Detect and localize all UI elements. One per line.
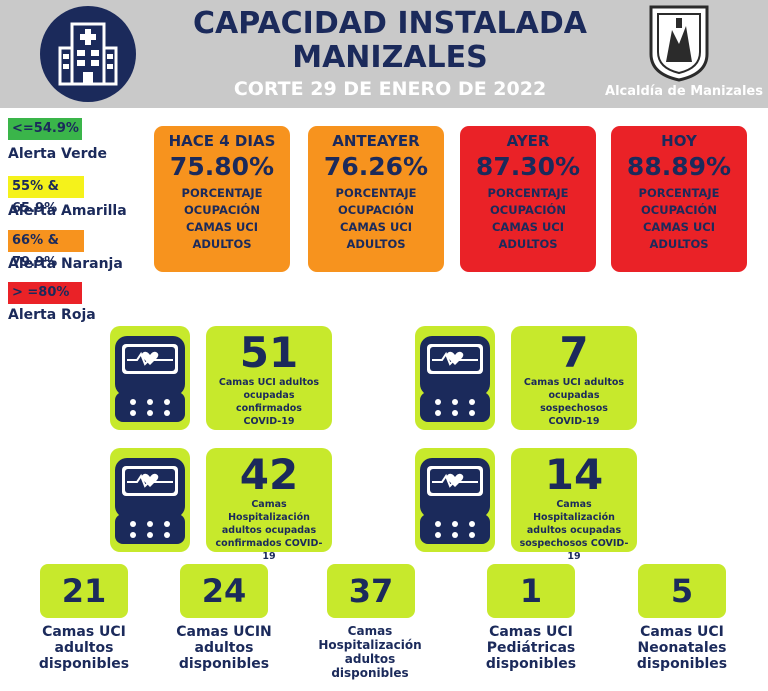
legend-red-label: Alerta Roja (8, 307, 96, 323)
stat-label-uci-disponibles: Camas UCI adultos disponibles (38, 624, 130, 672)
header-banner: CAPACIDAD INSTALADA MANIZALES CORTE 29 D… (0, 0, 768, 108)
monitor-tile (110, 326, 190, 430)
stat-hosp-confirmados: 42 Camas Hospitalización adultos ocupadas… (206, 448, 332, 562)
monitor-tile (415, 326, 495, 430)
report-date: CORTE 29 DE ENERO DE 2022 (233, 78, 547, 100)
stat-uci-sospechosos: 7 Camas UCI adultos ocupadas sospechosos C… (511, 326, 637, 430)
stat-label: Camas Hospitalización adultos ocupadas sos… (519, 499, 629, 562)
org-name: Alcaldía de Manizales (605, 84, 763, 99)
card-percentage: 76.26% (323, 152, 429, 181)
card-title: AYER (506, 132, 550, 150)
stat-label-uci-pediatricas: Camas UCI Pediátricas disponibles (485, 624, 577, 672)
legend-yellow-range: 55% & 65.9% (8, 176, 84, 216)
stat-number: 14 (544, 450, 604, 499)
stat-hosp-sospechosos: 14 Camas Hospitalización adultos ocupadas… (511, 448, 637, 562)
page-title-line1: CAPACIDAD INSTALADA (192, 6, 587, 41)
legend-red-range: > =80% (8, 282, 82, 304)
city-shield-emblem (649, 5, 709, 82)
legend-orange-label: Alerta Naranja (8, 256, 123, 272)
stat-uci-confirmados: 51 Camas UCI adultos ocupadas confirmados… (206, 326, 332, 430)
heart-monitor-icon (419, 457, 491, 545)
card-title: ANTEAYER (332, 132, 420, 150)
card-title: HACE 4 DIAS (168, 132, 276, 150)
card-description: PORCENTAJE OCUPACIÓN CAMAS UCI ADULTOS (335, 186, 417, 251)
stat-hosp-disponibles: 37 (327, 564, 415, 618)
monitor-tile (415, 448, 495, 552)
card-title: HOY (661, 132, 697, 150)
stat-uci-disponibles: 21 (40, 564, 128, 618)
card-description: PORCENTAJE OCUPACIÓN CAMAS UCI ADULTOS (638, 186, 720, 251)
card-percentage: 88.89% (626, 152, 732, 181)
stat-number: 7 (559, 328, 589, 377)
legend-green-range: <=54.9% (8, 118, 82, 140)
stat-label-ucin-disponibles: Camas UCIN adultos disponibles (176, 624, 272, 672)
hospital-logo (40, 6, 136, 102)
hospital-building-icon (58, 22, 118, 86)
card-anteayer: ANTEAYER 76.26% PORCENTAJE OCUPACIÓN CAMAS… (308, 126, 444, 272)
card-hoy: HOY 88.89% PORCENTAJE OCUPACIÓN CAMAS UCI A… (611, 126, 747, 272)
legend-orange-range: 66% & 79.9% (8, 230, 84, 270)
card-ayer: AYER 87.30% PORCENTAJE OCUPACIÓN CAMAS UCI… (460, 126, 596, 272)
legend-green-label: Alerta Verde (8, 146, 108, 162)
stat-label-hosp-disponibles: Camas Hospitalización adultos disponibles (318, 624, 422, 680)
monitor-tile (110, 448, 190, 552)
heart-monitor-icon (419, 335, 491, 423)
card-hace-4-dias: HACE 4 DIAS 75.80% PORCENTAJE OCUPACIÓN CA… (154, 126, 290, 272)
stat-number: 51 (239, 328, 299, 377)
stat-label: Camas UCI adultos ocupadas sospechosos COV… (523, 377, 625, 427)
stat-label-uci-neonatales: Camas UCI Neonatales disponibles (636, 624, 728, 672)
card-description: PORCENTAJE OCUPACIÓN CAMAS UCI ADULTOS (181, 186, 263, 251)
card-description: PORCENTAJE OCUPACIÓN CAMAS UCI ADULTOS (487, 186, 569, 251)
stat-ucin-disponibles: 24 (180, 564, 268, 618)
stat-label: Camas Hospitalización adultos ocupadas con… (215, 499, 323, 562)
stat-uci-neonatales: 5 (638, 564, 726, 618)
stat-label: Camas UCI adultos ocupadas confirmados COV… (218, 377, 320, 427)
heart-monitor-icon (114, 457, 186, 545)
legend-yellow-label: Alerta Amarilla (8, 203, 127, 219)
stat-number: 42 (239, 450, 299, 499)
stat-uci-pediatricas: 1 (487, 564, 575, 618)
heart-monitor-icon (114, 335, 186, 423)
page-title-line2: MANIZALES (292, 40, 488, 75)
card-percentage: 75.80% (169, 152, 275, 181)
card-percentage: 87.30% (475, 152, 581, 181)
